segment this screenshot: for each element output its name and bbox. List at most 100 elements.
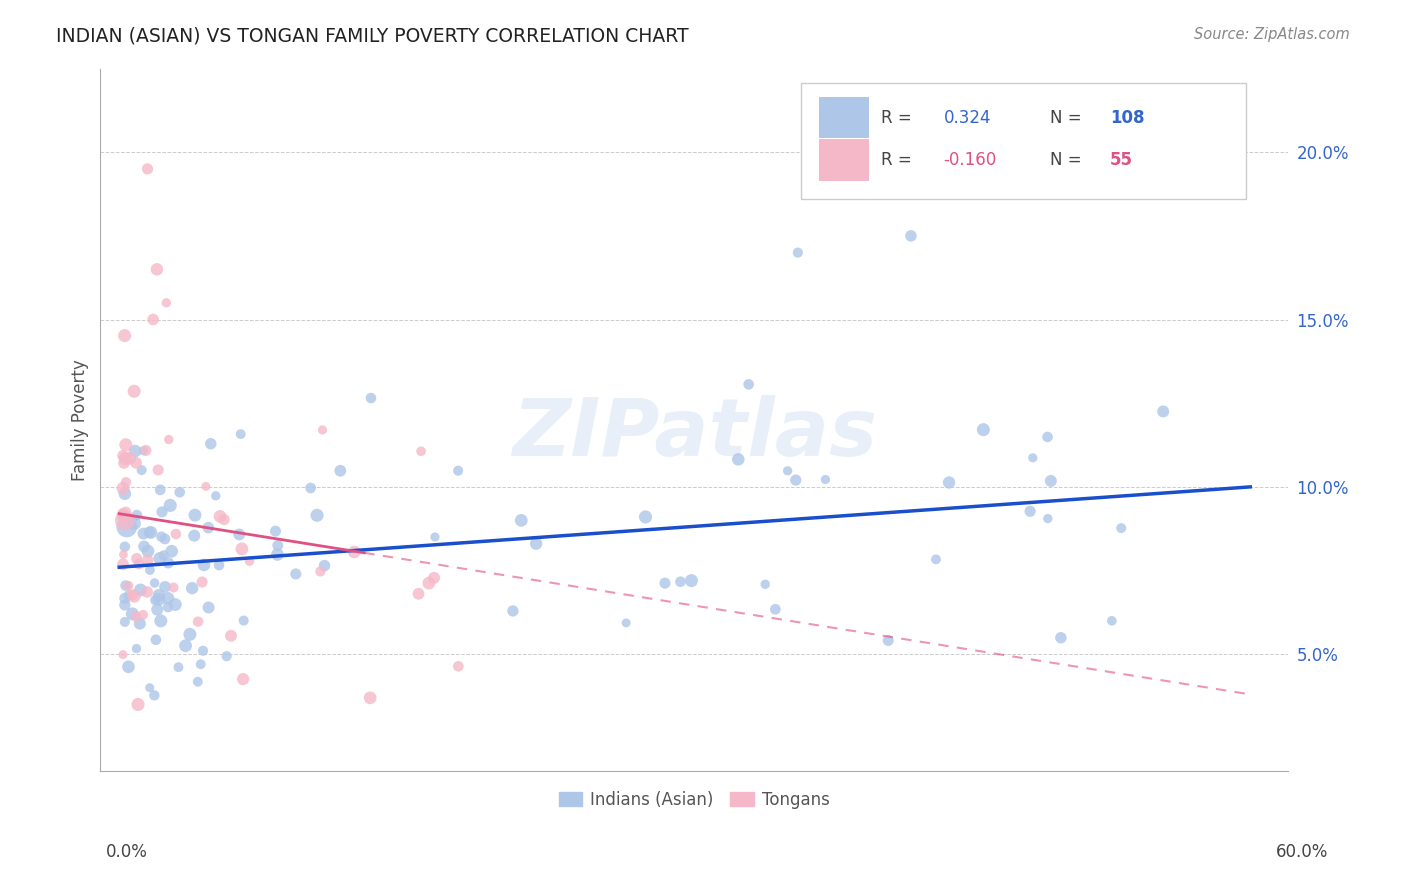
Point	[114, 438, 136, 452]
Point	[114, 540, 136, 554]
Point	[654, 576, 676, 591]
Point	[305, 508, 328, 523]
Point	[1036, 511, 1059, 525]
Point	[124, 516, 146, 531]
Point	[1101, 614, 1123, 628]
Point	[111, 648, 134, 662]
Point	[155, 295, 177, 310]
Text: 0.0%: 0.0%	[105, 843, 148, 861]
Point	[157, 556, 180, 570]
Point	[125, 456, 148, 470]
Text: N =: N =	[1050, 151, 1083, 169]
Point	[124, 444, 146, 458]
Point	[146, 602, 169, 616]
Point	[169, 485, 191, 500]
Point	[510, 513, 533, 527]
Point	[877, 633, 900, 648]
Point	[669, 574, 692, 589]
Point	[125, 508, 148, 523]
Point	[131, 463, 153, 477]
Point	[614, 615, 637, 630]
Point	[197, 600, 219, 615]
Point	[229, 427, 252, 442]
Point	[900, 228, 922, 243]
Point	[197, 521, 219, 535]
Point	[128, 616, 150, 631]
Point	[142, 312, 165, 326]
Point	[125, 551, 148, 566]
Point	[132, 526, 155, 541]
Point	[634, 510, 657, 524]
Point	[179, 627, 201, 641]
Point	[232, 614, 254, 628]
Point	[681, 574, 703, 588]
Point	[238, 554, 260, 568]
Point	[111, 481, 134, 495]
Point	[149, 614, 172, 628]
Point	[194, 479, 217, 493]
Point	[112, 456, 135, 470]
FancyBboxPatch shape	[801, 83, 1247, 199]
Point	[187, 615, 209, 629]
Point	[1192, 178, 1215, 193]
Text: 0.324: 0.324	[943, 109, 991, 127]
Point	[193, 558, 215, 572]
Point	[200, 436, 222, 450]
Point	[122, 384, 145, 399]
Point	[785, 473, 807, 487]
Point	[165, 527, 187, 541]
Point	[115, 475, 138, 490]
Point	[754, 577, 776, 591]
Point	[311, 423, 333, 437]
Point	[208, 509, 231, 524]
Point	[204, 489, 226, 503]
Point	[111, 506, 134, 520]
Point	[132, 607, 155, 622]
Point	[157, 600, 180, 615]
Point	[219, 629, 242, 643]
Point	[502, 604, 524, 618]
Text: R =: R =	[880, 109, 911, 127]
Point	[360, 391, 382, 405]
Point	[972, 423, 994, 437]
Point	[925, 552, 948, 566]
Point	[786, 245, 808, 260]
FancyBboxPatch shape	[818, 97, 869, 138]
Point	[136, 161, 159, 176]
Point	[329, 464, 352, 478]
Point	[143, 689, 166, 703]
Point	[136, 553, 159, 567]
Point	[117, 660, 139, 674]
Point	[231, 541, 253, 556]
Point	[190, 657, 212, 672]
Point	[408, 587, 430, 601]
Point	[938, 475, 960, 490]
Point	[136, 585, 159, 599]
Text: Source: ZipAtlas.com: Source: ZipAtlas.com	[1194, 27, 1350, 42]
Point	[145, 632, 167, 647]
Point	[115, 520, 138, 534]
Point	[1036, 430, 1059, 444]
Point	[208, 558, 231, 573]
Point	[157, 591, 180, 606]
Text: ZIPatlas: ZIPatlas	[512, 395, 877, 473]
Point	[150, 505, 173, 519]
Text: R =: R =	[880, 151, 911, 169]
Point	[139, 563, 162, 577]
Point	[111, 558, 134, 572]
Point	[447, 659, 470, 673]
Legend: Indians (Asian), Tongans: Indians (Asian), Tongans	[553, 784, 837, 816]
Point	[264, 524, 287, 538]
Point	[159, 499, 181, 513]
Point	[343, 545, 366, 559]
Point	[423, 571, 446, 585]
Point	[447, 464, 470, 478]
Point	[150, 530, 173, 544]
Text: -0.160: -0.160	[943, 151, 997, 169]
Point	[1050, 631, 1073, 645]
Point	[524, 537, 547, 551]
Point	[117, 588, 139, 602]
Point	[153, 532, 176, 546]
Point	[121, 588, 143, 602]
Point	[187, 674, 209, 689]
